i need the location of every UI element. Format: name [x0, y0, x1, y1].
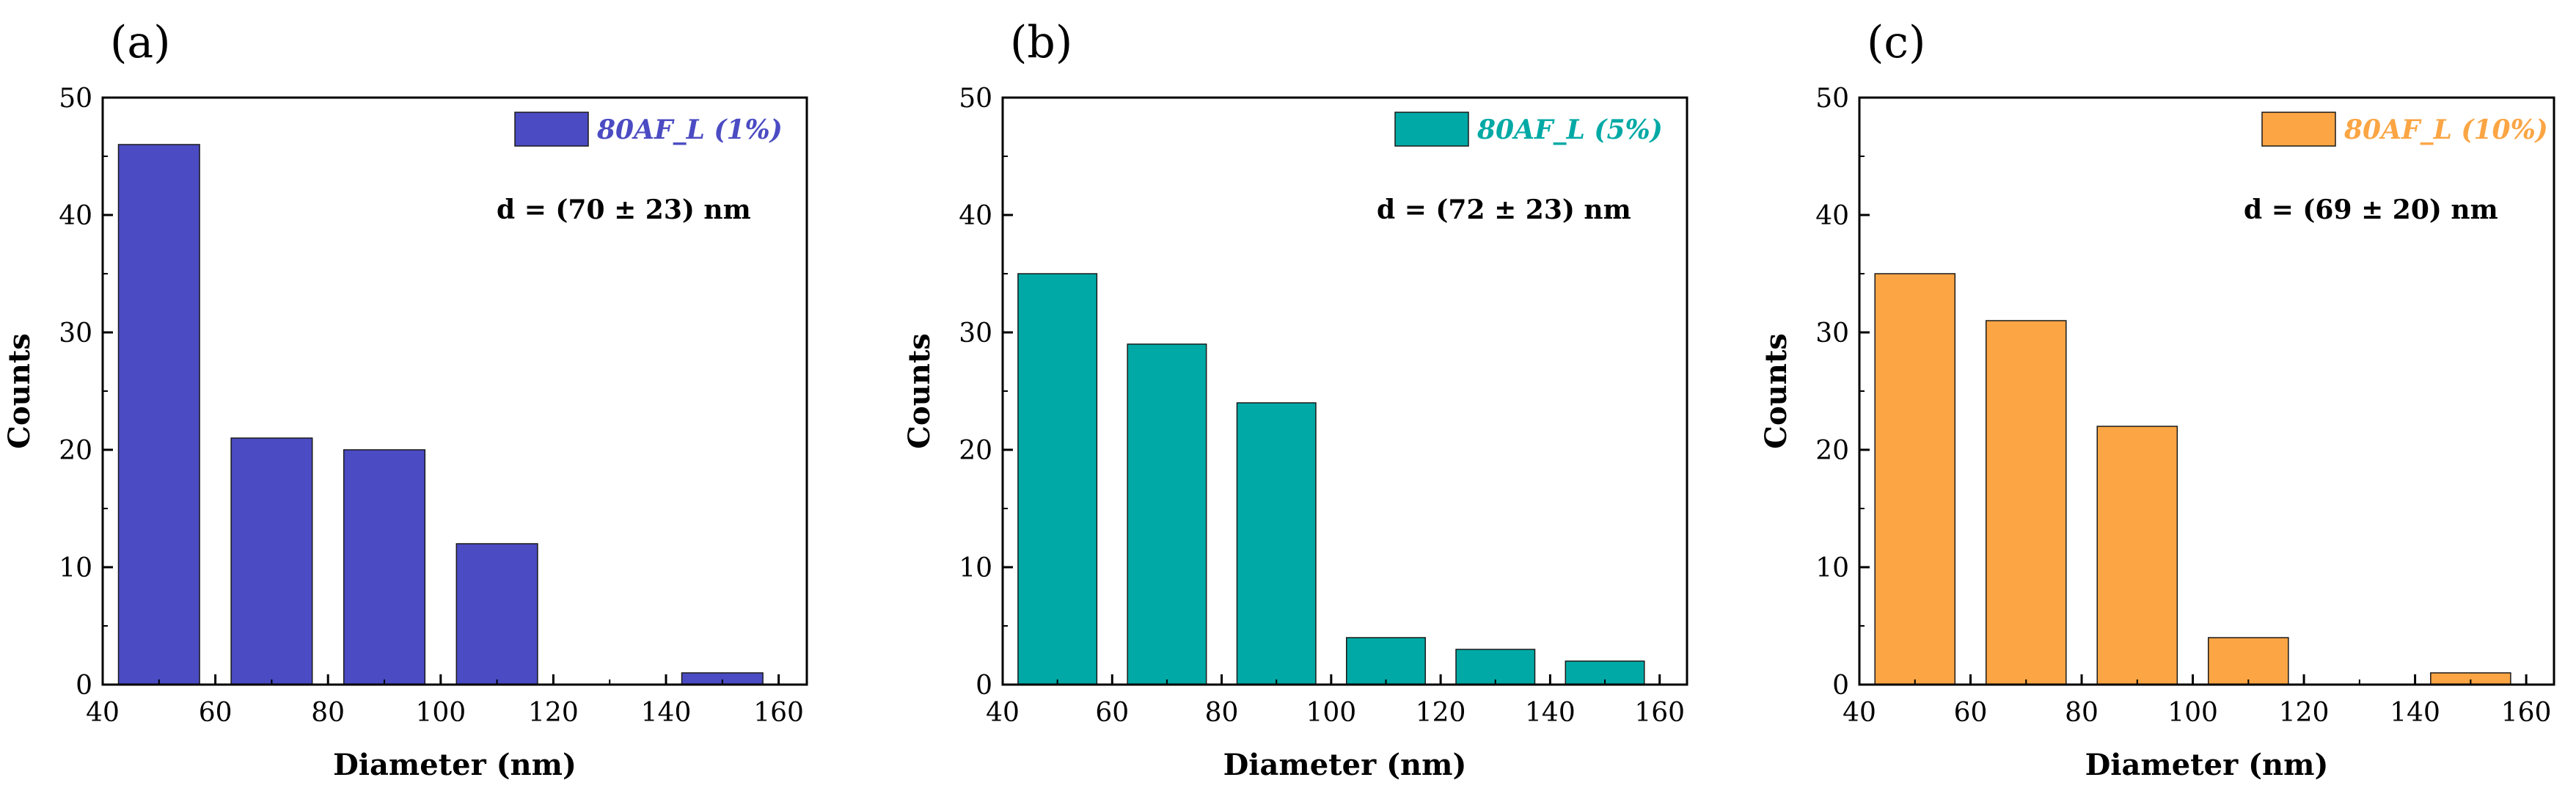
y-tick-label: 10	[1815, 553, 1849, 583]
bar	[2096, 426, 2178, 685]
y-tick-label: 40	[1815, 201, 1849, 231]
panel-label: (b)	[1010, 17, 1072, 68]
bars	[117, 144, 764, 685]
legend-swatch	[2261, 112, 2336, 147]
y-tick-label: 0	[1832, 671, 1849, 701]
x-axis: 40 60 80 100 120 140 160	[86, 674, 804, 728]
x-tick-label: 60	[199, 698, 233, 728]
mean-diameter-annotation: d = (69 ± 20) nm	[2244, 194, 2498, 225]
y-tick-label: 50	[1815, 84, 1849, 114]
panel-label: (a)	[110, 17, 171, 68]
chart-panel-2: (b) 40 60 80 100 120 140 160 0 10 20 30 40 50 Diameter…	[902, 17, 1688, 782]
x-tick-label: 120	[2279, 698, 2330, 728]
legend-label: 80AF_L (5%)	[1477, 114, 1663, 145]
legend-swatch	[1394, 112, 1469, 147]
legend: 80AF_L (5%)	[1394, 112, 1663, 147]
x-axis-title: Diameter (nm)	[2085, 748, 2329, 782]
y-axis: 0 10 20 30 40 50	[59, 84, 113, 701]
x-tick-label: 100	[2167, 698, 2218, 728]
x-tick-label: 100	[415, 698, 466, 728]
legend-label: 80AF_L (10%)	[2343, 114, 2548, 145]
mean-diameter-annotation: d = (70 ± 23) nm	[497, 194, 751, 225]
x-tick-label: 40	[986, 698, 1020, 728]
y-axis: 0 10 20 30 40 50	[1815, 84, 1870, 701]
legend-swatch	[514, 112, 589, 147]
y-tick-label: 10	[59, 553, 92, 583]
plot-frame	[1858, 96, 2555, 686]
y-tick-label: 50	[959, 84, 992, 114]
y-tick-label: 50	[59, 84, 92, 114]
y-tick-label: 40	[59, 201, 92, 231]
y-tick-label: 40	[959, 201, 992, 231]
x-tick-label: 100	[1306, 698, 1356, 728]
y-tick-label: 30	[1815, 318, 1849, 349]
plot-frame	[1001, 96, 1688, 686]
bars	[1017, 273, 1645, 685]
legend-label: 80AF_L (1%)	[596, 114, 783, 145]
x-axis-title: Diameter (nm)	[333, 748, 577, 782]
bar	[1236, 402, 1317, 685]
bar	[230, 437, 313, 685]
x-tick-label: 140	[1525, 698, 1576, 728]
y-tick-label: 30	[59, 318, 92, 349]
bar	[1017, 273, 1098, 685]
bar	[455, 543, 538, 685]
x-axis: 40 60 80 100 120 140 160	[986, 674, 1685, 728]
bar	[1874, 273, 1956, 685]
plot-frame	[101, 96, 808, 686]
bar	[1455, 649, 1536, 685]
x-tick-label: 80	[311, 698, 345, 728]
bar	[1345, 637, 1426, 685]
x-tick-label: 60	[1095, 698, 1129, 728]
bar	[1127, 343, 1207, 685]
y-tick-label: 0	[976, 671, 992, 701]
y-tick-label: 30	[959, 318, 992, 349]
mean-diameter-annotation: d = (72 ± 23) nm	[1377, 194, 1631, 225]
x-tick-label: 120	[528, 698, 579, 728]
y-tick-label: 20	[1815, 436, 1849, 466]
legend: 80AF_L (10%)	[2261, 112, 2548, 147]
x-tick-label: 160	[753, 698, 804, 728]
x-tick-label: 160	[2501, 698, 2552, 728]
y-tick-label: 10	[959, 553, 992, 583]
x-tick-label: 40	[1843, 698, 1876, 728]
x-axis: 40 60 80 100 120 140 160	[1843, 674, 2551, 728]
bar	[1985, 320, 2067, 685]
x-tick-label: 80	[2065, 698, 2099, 728]
y-axis-title: Counts	[902, 333, 937, 449]
x-axis-title: Diameter (nm)	[1223, 748, 1467, 782]
bar	[117, 144, 200, 685]
x-tick-label: 40	[86, 698, 120, 728]
bar	[343, 449, 426, 685]
y-tick-label: 0	[76, 671, 92, 701]
y-axis-title: Counts	[1759, 333, 1793, 449]
y-axis: 0 10 20 30 40 50	[959, 84, 1013, 701]
y-tick-label: 20	[959, 436, 992, 466]
y-tick-label: 20	[59, 436, 92, 466]
x-tick-label: 160	[1634, 698, 1685, 728]
panel-label: (c)	[1867, 17, 1925, 68]
x-tick-label: 140	[641, 698, 692, 728]
x-tick-label: 120	[1416, 698, 1466, 728]
legend: 80AF_L (1%)	[514, 112, 783, 147]
x-tick-label: 140	[2390, 698, 2440, 728]
y-axis-title: Counts	[2, 333, 37, 449]
x-tick-label: 80	[1205, 698, 1239, 728]
chart-panel-1: (a) 40 60 80 100 120 140 160 0 10 20 30 40 50 Diameter…	[2, 17, 808, 782]
bars	[1874, 273, 2511, 685]
x-tick-label: 60	[1954, 698, 1988, 728]
bar	[2208, 637, 2289, 685]
chart-panel-3: (c) 40 60 80 100 120 140 160 0 10 20 30 40 50 Diameter…	[1759, 17, 2555, 782]
